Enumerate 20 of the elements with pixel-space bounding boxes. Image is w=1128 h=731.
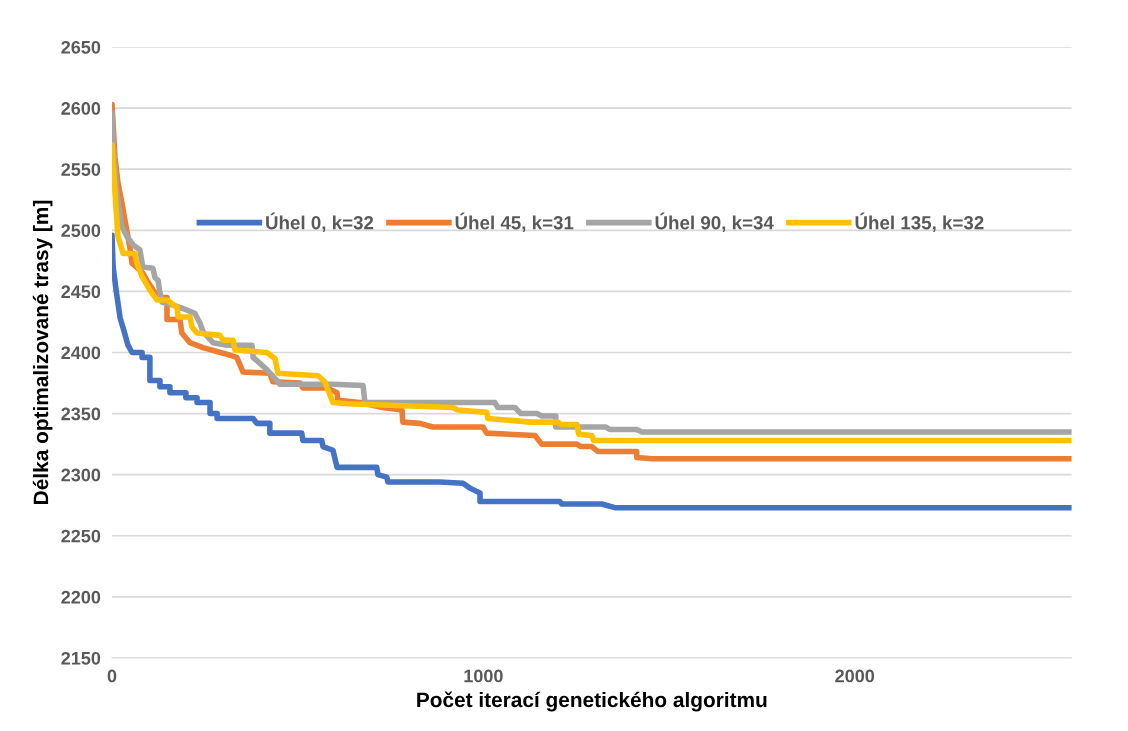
legend-label: Úhel 135, k=32 [855,212,984,233]
x-tick-label: 0 [107,669,117,683]
x-axis-title: Počet iterací genetického algoritmu [417,691,767,712]
y-tick-label: 2300 [61,468,101,482]
y-tick-label: 2500 [61,224,101,238]
x-tick-label: 1000 [464,669,503,683]
legend-label: Úhel 90, k=34 [655,212,774,233]
y-tick-label: 2400 [61,346,101,360]
legend-label: Úhel 45, k=31 [455,212,574,233]
y-tick-label: 2250 [61,529,101,543]
y-axis-title: Délka optimalizované trasy [m] [32,200,53,504]
y-tick-label: 2600 [61,102,101,115]
y-tick-label: 2650 [61,40,101,54]
y-tick-label: 2550 [61,163,101,176]
x-tick-label: 2000 [835,669,875,683]
y-tick-label: 2350 [61,407,101,421]
y-tick-label: 2200 [61,590,101,604]
y-tick-label: 2150 [61,651,101,665]
y-tick-label: 2450 [61,285,101,299]
legend-label: Úhel 0, k=32 [266,212,374,233]
